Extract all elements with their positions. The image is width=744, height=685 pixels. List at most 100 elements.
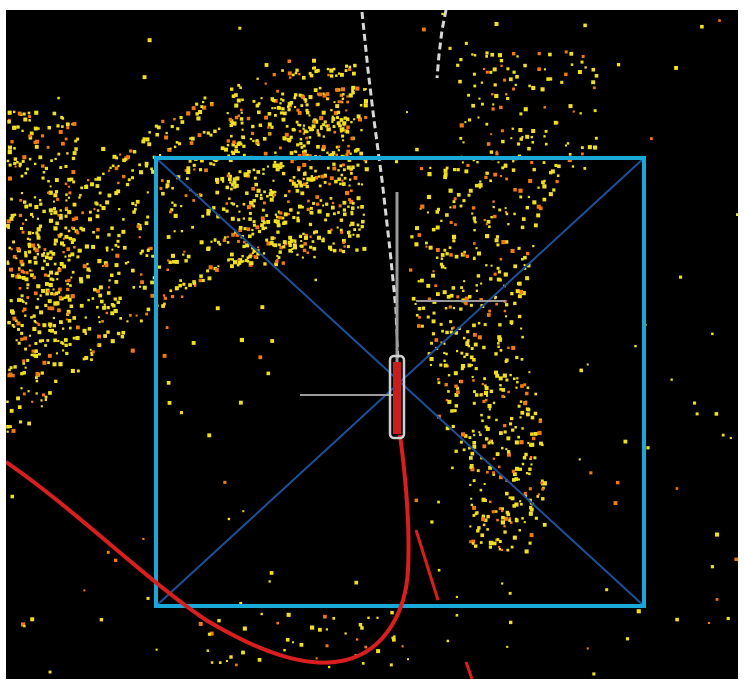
lidar-point xyxy=(334,179,338,184)
lidar-point xyxy=(71,170,76,174)
lidar-point xyxy=(521,462,525,466)
lidar-point xyxy=(447,374,451,377)
lidar-point xyxy=(542,197,547,202)
lidar-point xyxy=(501,139,505,144)
lidar-point xyxy=(294,93,298,97)
lidar-point xyxy=(528,178,533,183)
lidar-point xyxy=(127,261,130,264)
lidar-point xyxy=(95,184,100,188)
lidar-point xyxy=(293,96,297,100)
lidar-point xyxy=(503,516,508,521)
lidar-point xyxy=(159,154,162,157)
lidar-point xyxy=(471,53,474,56)
lidar-point xyxy=(445,252,449,256)
lidar-point xyxy=(484,384,487,387)
lidar-point xyxy=(515,355,519,360)
lidar-point xyxy=(321,110,326,115)
lidar-point xyxy=(34,342,38,345)
lidar-point xyxy=(8,368,11,372)
lidar-point xyxy=(279,246,283,250)
lidar-point xyxy=(475,393,479,397)
lidar-point xyxy=(360,225,364,229)
lidar-point xyxy=(517,314,522,319)
lidar-point xyxy=(266,241,271,246)
lidar-point xyxy=(22,222,25,225)
lidar-point xyxy=(734,557,738,562)
lidar-point xyxy=(15,257,18,260)
lidar-point xyxy=(48,322,53,327)
lidar-point xyxy=(284,194,287,198)
lidar-point xyxy=(62,237,66,240)
lidar-point xyxy=(42,252,46,255)
lidar-point xyxy=(316,202,320,206)
lidar-point xyxy=(23,117,28,122)
lidar-point xyxy=(623,439,628,444)
lidar-point xyxy=(64,343,68,347)
lidar-point xyxy=(215,268,219,272)
lidar-point xyxy=(507,450,511,454)
lidar-point xyxy=(245,191,249,195)
lidar-point xyxy=(134,207,137,211)
lidar-point xyxy=(249,137,252,141)
lidar-point xyxy=(99,204,102,207)
lidar-point xyxy=(326,213,330,217)
lidar-point xyxy=(64,164,68,168)
lidar-point xyxy=(240,111,243,114)
lidar-point xyxy=(257,249,260,252)
lidar-point xyxy=(425,241,428,245)
lidar-point xyxy=(332,67,336,71)
lidar-point xyxy=(71,270,75,274)
lidar-point xyxy=(302,152,307,157)
lidar-point xyxy=(467,363,472,368)
lidar-point xyxy=(340,127,345,132)
lidar-point xyxy=(507,346,510,349)
lidar-point xyxy=(528,511,533,516)
lidar-point xyxy=(509,620,513,625)
lidar-point xyxy=(159,186,163,190)
lidar-point xyxy=(492,473,496,476)
lidar-point xyxy=(140,280,144,285)
lidar-point xyxy=(99,285,102,288)
lidar-point xyxy=(530,161,534,164)
lidar-point xyxy=(510,292,514,296)
lidar-point xyxy=(64,182,68,186)
lidar-point xyxy=(353,63,357,68)
lidar-point xyxy=(256,170,261,174)
lidar-point xyxy=(509,320,514,324)
lidar-point xyxy=(256,103,260,107)
lidar-point xyxy=(54,157,57,161)
lidar-point xyxy=(275,167,280,172)
lidar-point xyxy=(262,168,265,171)
lidar-point xyxy=(84,184,89,189)
lidar-point xyxy=(24,171,28,175)
lidar-point xyxy=(528,467,532,471)
lidar-point xyxy=(165,131,168,135)
lidar-point xyxy=(179,116,183,120)
lidar-point xyxy=(339,164,343,168)
lidar-point xyxy=(285,638,290,642)
lidar-point xyxy=(38,155,43,160)
lidar-point xyxy=(8,163,12,167)
lidar-point xyxy=(59,166,63,169)
lidar-point xyxy=(477,251,481,256)
lidar-point xyxy=(431,273,435,278)
lidar-point xyxy=(485,222,488,226)
lidar-point xyxy=(241,650,245,655)
lidar-point xyxy=(464,296,469,301)
lidar-point xyxy=(111,164,115,168)
lidar-point xyxy=(350,189,353,193)
lidar-point xyxy=(232,140,236,144)
lidar-point xyxy=(74,147,78,151)
lidar-point xyxy=(291,181,296,186)
lidar-point xyxy=(452,200,456,204)
lidar-point xyxy=(306,177,311,182)
lidar-point xyxy=(331,151,336,155)
lidar-point xyxy=(217,240,220,244)
lidar-point xyxy=(434,338,439,342)
lidar-point xyxy=(47,353,52,358)
lidar-point xyxy=(163,296,167,300)
lidar-point xyxy=(504,210,507,213)
lidar-point xyxy=(361,183,364,186)
lidar-point xyxy=(239,117,244,121)
lidar-point xyxy=(356,223,360,227)
